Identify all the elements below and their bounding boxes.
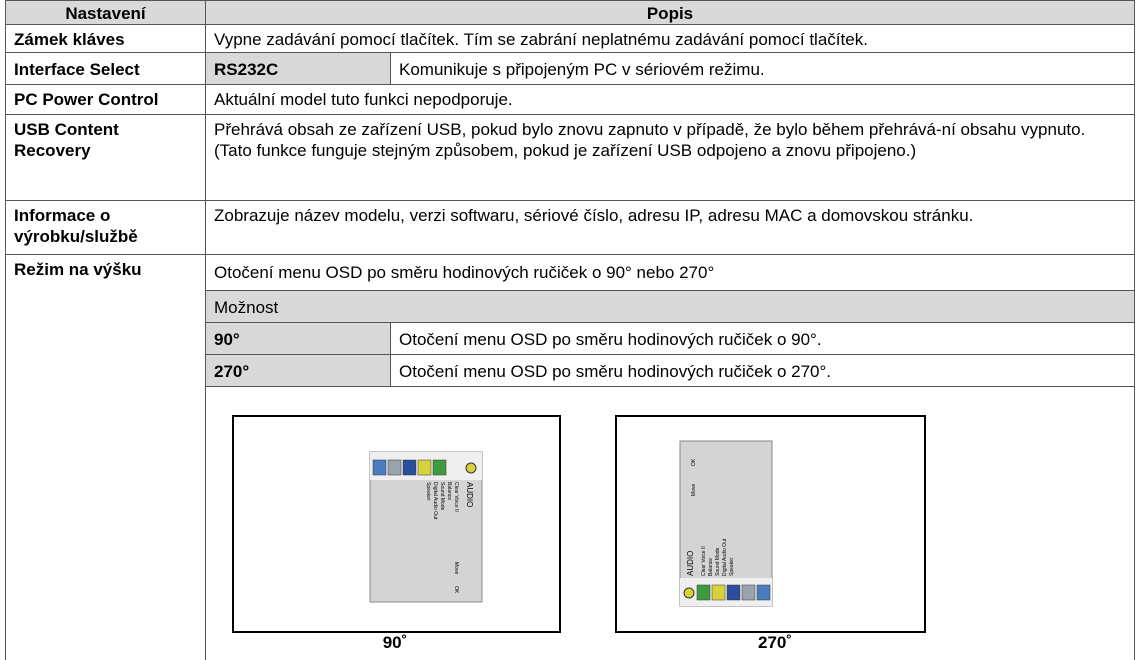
osd-bar	[680, 578, 772, 606]
description: Aktuální model tuto funkci nepodporuje.	[205, 84, 1135, 115]
setting: PC Power Control	[5, 84, 206, 115]
osd-item: Clear Voice II	[701, 546, 707, 576]
osd-item: Speaker	[729, 557, 735, 576]
setting: Informace o výrobku/službě	[5, 200, 206, 255]
option: 270°	[205, 354, 391, 387]
description: Otočení menu OSD po směru hodinových ruč…	[390, 354, 1135, 387]
osd-item: Digital Audio Out	[722, 538, 728, 576]
osd-item: Balance	[446, 482, 452, 500]
osd-icon	[387, 459, 402, 476]
osd-item: Clear Voice II	[453, 482, 459, 512]
description: Zobrazuje název modelu, verzi softwaru, …	[205, 200, 1135, 255]
figure-caption: 90˚	[383, 633, 408, 652]
option: RS232C	[205, 52, 391, 85]
setting: Zámek kláves	[5, 24, 206, 53]
osd-move: Move	[691, 484, 697, 496]
osd-icon	[696, 584, 711, 601]
setting: Režim na výšku	[5, 254, 206, 660]
options-header: Možnost	[205, 290, 1135, 323]
osd-icon	[432, 459, 447, 476]
description: Komunikuje s připojeným PC v sériovém re…	[390, 52, 1135, 85]
osd-icon	[372, 459, 387, 476]
osd-move: Move	[453, 562, 459, 574]
osd-item: Speaker	[425, 482, 431, 501]
description: Vypne zadávání pomocí tlačítek. Tím se z…	[205, 24, 1135, 53]
osd-ok: OK	[453, 586, 459, 594]
osd-title: AUDIO	[686, 551, 695, 576]
option: 90°	[205, 322, 391, 355]
osd-icon	[741, 584, 756, 601]
osd-icon	[465, 462, 477, 474]
description: Otočení menu OSD po směru hodinových ruč…	[205, 254, 1135, 291]
osd-ok: OK	[691, 458, 697, 466]
osd-icon	[756, 584, 771, 601]
header-cell: Popis	[205, 0, 1135, 25]
osd-icon	[683, 587, 695, 599]
header-cell: Nastavení	[5, 0, 206, 25]
description: Přehrává obsah ze zařízení USB, pokud by…	[205, 114, 1135, 201]
figure-cell	[205, 386, 1135, 660]
osd-title: AUDIO	[465, 482, 474, 507]
setting: USB Content Recovery	[5, 114, 206, 201]
osd-icon	[402, 459, 417, 476]
osd-icon	[417, 459, 432, 476]
osd-icon	[711, 584, 726, 601]
osd-item: Sound Mode	[439, 482, 445, 511]
osd-icon	[726, 584, 741, 601]
osd-item: Sound Mode	[715, 547, 721, 576]
osd-item: Balance	[708, 558, 714, 576]
osd-item: Digital Audio Out	[432, 482, 438, 520]
description: Otočení menu OSD po směru hodinových ruč…	[390, 322, 1135, 355]
figure-caption: 270˚	[758, 633, 792, 652]
setting: Interface Select	[5, 52, 206, 85]
